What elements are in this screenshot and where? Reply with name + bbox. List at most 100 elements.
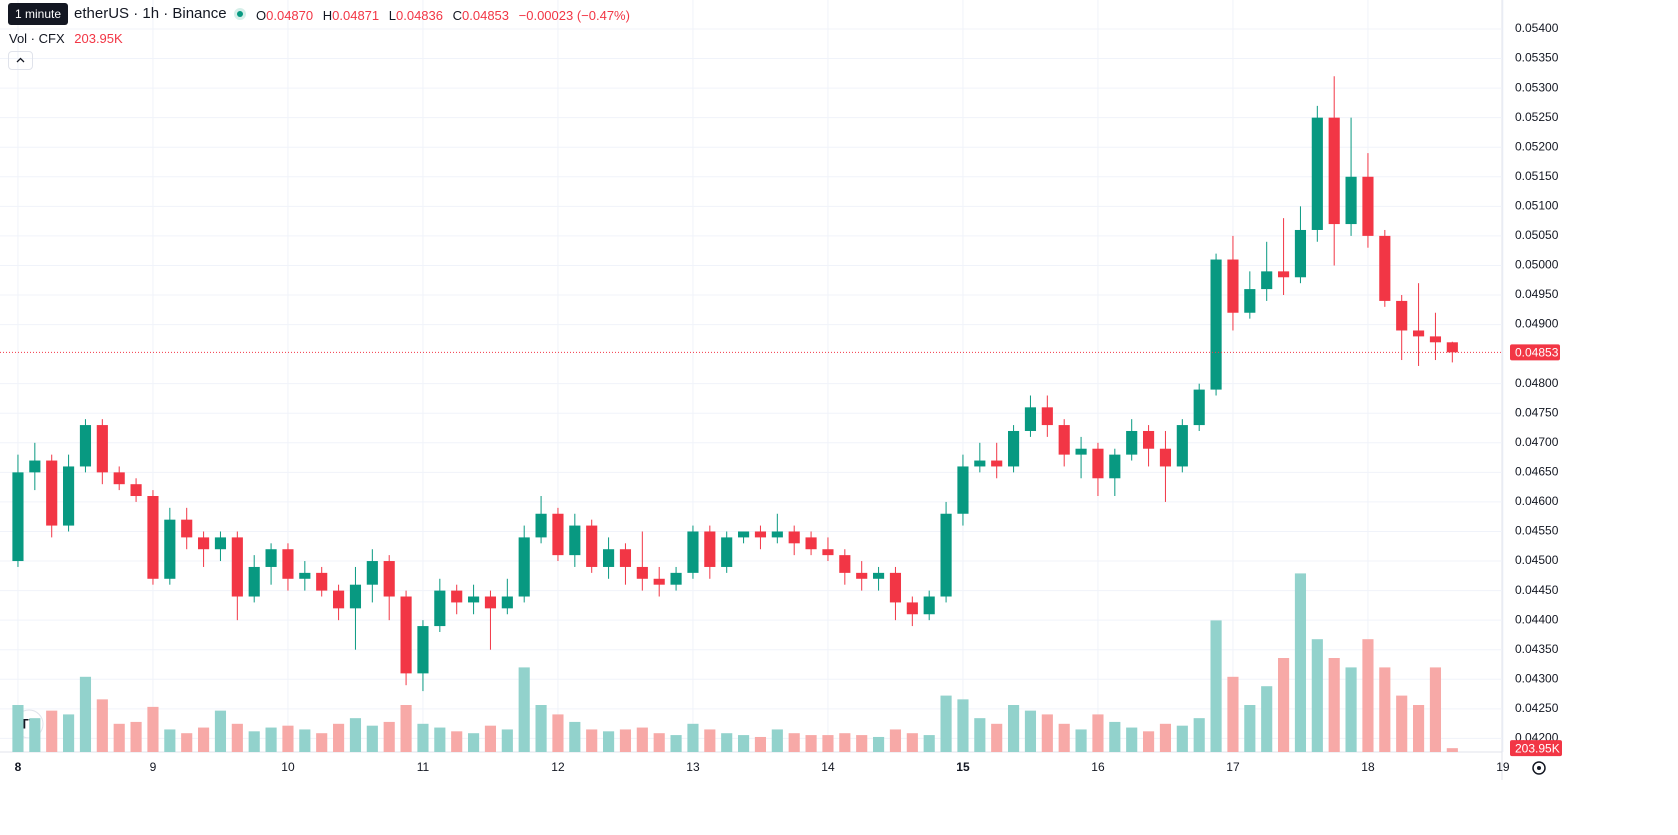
collapse-button[interactable] [8,51,33,70]
candle-body [299,572,311,579]
volume-bar [771,729,783,752]
volume-bar [535,705,547,752]
candle-body [1109,454,1121,479]
candle-body [1041,407,1053,426]
x-tick-label: 9 [150,760,157,774]
volume-bar [636,727,648,752]
candle-body [670,572,682,585]
volume-bar [940,695,952,752]
volume-bar [265,727,277,752]
volume-bar [1311,639,1323,752]
volume-bar [1328,658,1340,752]
volume-bar [873,736,885,752]
settings-icon[interactable] [1532,761,1546,775]
volume-bar [434,727,446,752]
volume-bar [687,723,699,752]
volume-bar [1058,723,1070,752]
volume-bar [721,733,733,752]
candle-body [754,531,767,538]
volume-bar [889,729,902,752]
symbol[interactable]: etherUS · 1h · Binance [74,5,227,22]
y-tick-label: 0.04900 [1515,317,1559,331]
volume-bar [1278,658,1290,752]
volume-bar [1362,639,1374,752]
candle-body [1261,271,1273,290]
y-tick-label: 0.04250 [1515,701,1559,715]
volume-bar [1092,714,1104,752]
volume-legend: Vol · CFX 203.95K [9,31,123,46]
volume-bar [113,723,125,752]
candle-body [451,590,463,603]
volume-bar [619,729,632,752]
volume-bar [923,735,935,752]
x-tick-label: 11 [417,760,430,774]
candle-body [586,525,598,567]
ohlc: O0.04870 H0.04871 L0.04836 C0.04853 −0.0… [256,8,630,23]
candle-body [1244,289,1256,313]
candle-body [1008,430,1020,467]
candle-body [316,572,328,591]
volume-bar [670,735,682,752]
y-tick-label: 0.04800 [1515,376,1559,390]
volume-bar [1413,705,1425,752]
candle-body [906,602,918,615]
x-tick-label: 8 [15,760,22,774]
y-tick-label: 0.04600 [1515,494,1559,508]
volume-bar [1126,727,1138,752]
volume-bar [451,731,463,752]
candle-body [687,531,699,573]
volume-bar [366,725,378,752]
candle-body [484,596,497,609]
candle-body [974,460,986,467]
y-tick-label: 0.04700 [1515,435,1559,449]
volume-bar [1429,667,1442,752]
o-value: 0.04870 [266,8,314,23]
candle-body [1210,259,1222,390]
x-tick-label: 13 [686,760,700,774]
candle-body [771,531,783,538]
volume-bar [957,699,969,752]
volume-bar [704,729,716,752]
y-tick-label: 0.04750 [1515,405,1559,419]
chevron [16,57,25,63]
volume-bar [1193,718,1205,752]
candle-body [1362,176,1374,236]
candle-body [1429,336,1442,343]
candle-body [63,466,75,526]
volume-bar [1176,725,1188,752]
x-tick-label: 18 [1361,760,1375,774]
candle-body [434,590,446,627]
candle-body [518,537,530,597]
h-value: 0.04871 [332,8,380,23]
volume-bar [147,706,159,752]
l-label: L [388,8,396,23]
volume-bar [316,733,328,752]
volume-bar [856,735,868,752]
candle-body [248,566,260,597]
volume-bar [569,721,581,752]
volume-bar [1075,729,1087,752]
candle-body [147,496,159,579]
candle-body [164,519,176,579]
candle-body [1328,117,1340,225]
candle-body [1193,389,1205,426]
y-tick-label: 0.05050 [1515,228,1559,242]
candle-body [282,549,294,579]
volume-bar [349,718,362,752]
last-price-badge [1510,344,1560,361]
candle-body [130,484,142,497]
candle-body [265,549,277,567]
y-tick-label: 0.05100 [1515,198,1559,212]
candle-body [1024,407,1037,431]
candle-body [333,590,345,609]
volume-bar [96,699,108,752]
candle-body [1396,300,1408,331]
volume-bar [1446,748,1458,752]
candle-body [79,425,92,467]
candle-body [805,537,817,550]
volume-bar [1244,705,1256,752]
volume-title: Vol · CFX [9,31,65,46]
volume-bar [1345,667,1357,752]
volume-bar [214,710,227,752]
